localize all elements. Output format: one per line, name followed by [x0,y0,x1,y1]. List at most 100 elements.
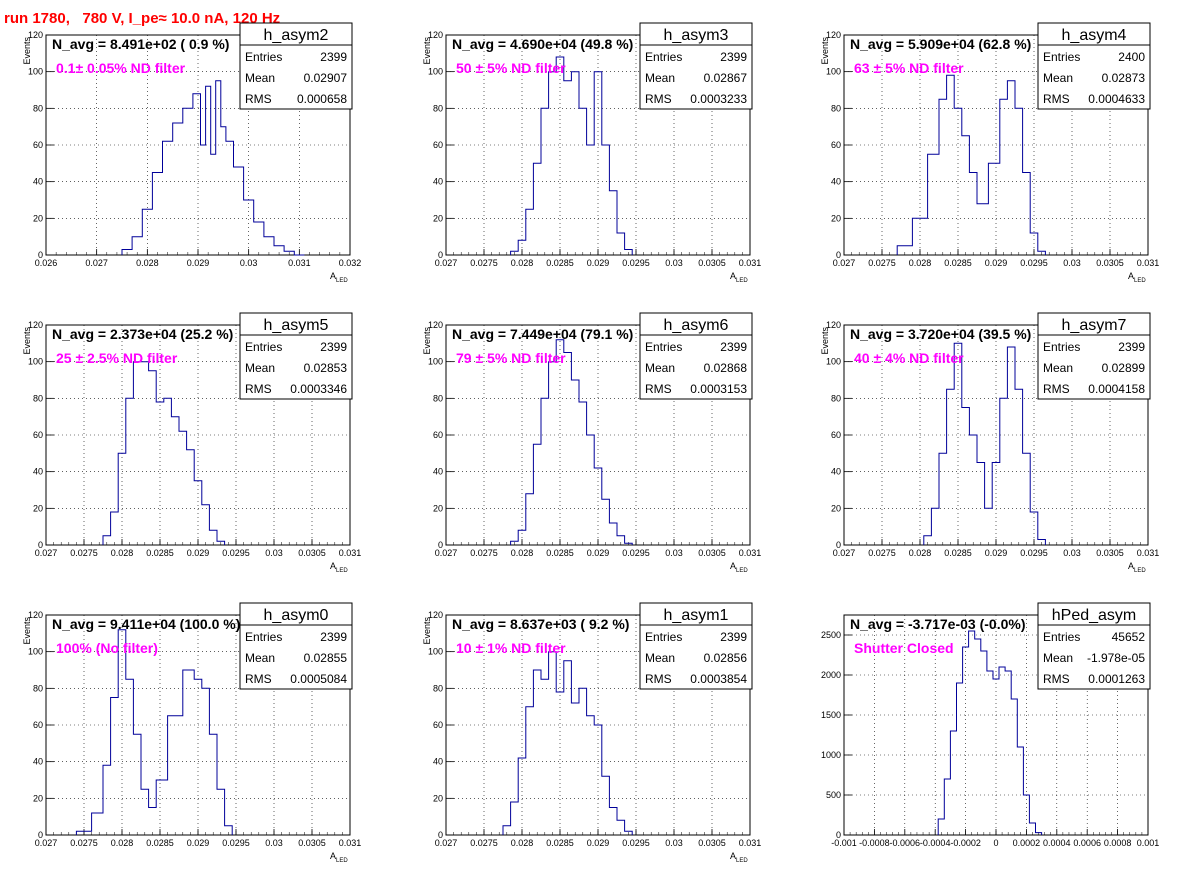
stats-value: 0.0001263 [1088,672,1145,686]
y-tick-label: 1500 [821,710,841,720]
histogram-line [121,80,305,256]
y-tick-label: 20 [831,213,841,223]
x-tick-label: 0.0275 [470,548,498,558]
histogram-panel-h_asym6: 0.027 0.0275 0.028 0.0285 0.029 0.0295 0.03 0.0… [422,312,762,574]
x-axis-label: ALED [330,561,348,574]
x-tick-label: 0.027 [833,258,856,268]
y-tick-label: 60 [831,430,841,440]
x-tick-label: 0.0006 [1073,838,1101,848]
y-tick-label: 0 [836,540,841,550]
y-tick-label: 120 [28,610,43,620]
x-axis-label: ALED [730,851,748,864]
filter-label: 0.1± 0.05% ND filter [56,60,186,76]
y-tick-label: 60 [831,140,841,150]
y-tick-label: 120 [428,610,443,620]
x-tick-label: 0.031 [288,258,311,268]
x-tick-label: 0.0285 [546,548,574,558]
stats-label: RMS [1043,92,1070,106]
filter-label: 10 ± 1% ND filter [456,640,566,656]
x-tick-label: 0.031 [739,548,762,558]
x-axis-label-subscript: LED [1134,278,1146,284]
x-tick-label: 0.03 [265,838,283,848]
y-tick-label: 120 [428,320,443,330]
x-axis-label-subscript: LED [336,858,348,864]
x-tick-label: 0.027 [435,548,458,558]
x-tick-label: 0.0275 [470,838,498,848]
stats-hist-name: h_asym1 [664,607,729,624]
y-tick-label: 0 [836,250,841,260]
y-tick-label: 80 [831,103,841,113]
x-tick-label: 0.03 [265,548,283,558]
x-tick-label: 0.0295 [1020,548,1048,558]
stats-label: Entries [1043,50,1080,64]
x-axis-label-subscript: LED [736,858,748,864]
y-tick-label: 40 [433,177,443,187]
x-tick-label: 0 [993,838,998,848]
stats-value: 0.0003854 [690,672,747,686]
stats-label: Entries [1043,340,1080,354]
y-tick-label: 80 [33,103,43,113]
stats-value: 0.02855 [304,651,348,665]
stats-box [639,334,753,400]
stats-value: 0.0003233 [690,92,747,106]
x-tick-label: 0.029 [587,838,610,848]
y-tick-label: 100 [428,647,443,657]
histogram-panel-h_asym1: 0.027 0.0275 0.028 0.0285 0.029 0.0295 0.03 0.0… [422,602,762,864]
stats-value: 2399 [720,50,747,64]
x-tick-label: 0.0305 [1096,258,1124,268]
navg-label: N_avg = 2.373e+04 (25.2 %) [52,326,233,342]
x-tick-label: 0.031 [339,548,362,558]
y-tick-label: 120 [826,30,841,40]
x-tick-label: 0.028 [511,548,534,558]
x-tick-label: -0.001 [831,838,857,848]
stats-label: Mean [1043,71,1073,85]
x-tick-label: 0.0285 [146,838,174,848]
y-tick-label: 80 [433,103,443,113]
x-tick-label: 0.027 [35,548,58,558]
stats-box [1037,624,1151,690]
x-tick-label: 0.029 [187,838,210,848]
stats-label: Entries [645,50,682,64]
x-tick-label: 0.029 [985,548,1008,558]
stats-value: 0.0004158 [1088,382,1145,396]
y-tick-label: 20 [33,503,43,513]
histogram-panel-h_asym3: 0.027 0.0275 0.028 0.0285 0.029 0.0295 0.03 0.0… [422,22,761,284]
y-tick-label: 40 [33,757,43,767]
x-tick-label: 0.0002 [1013,838,1041,848]
stats-label: Entries [645,340,682,354]
stats-label: RMS [645,92,672,106]
x-tick-label: 0.031 [739,838,762,848]
x-tick-label: 0.0295 [622,548,650,558]
stats-box [639,624,753,690]
stats-value: 45652 [1112,630,1146,644]
stats-value: 2400 [1118,50,1145,64]
x-tick-label: 0.0275 [470,258,498,268]
y-axis-label: Events [820,327,830,355]
y-tick-label: 60 [33,140,43,150]
x-tick-label: 0.0305 [698,548,726,558]
stats-hist-name: hPed_asym [1052,607,1137,624]
x-tick-label: 0.031 [1137,548,1160,558]
x-tick-label: 0.03 [665,838,683,848]
x-tick-label: 0.027 [833,548,856,558]
stats-box [239,624,353,690]
x-tick-label: 0.0285 [944,548,972,558]
stats-label: Mean [245,651,275,665]
stats-value: 2399 [320,340,347,354]
x-tick-label: 0.028 [909,548,932,558]
stats-label: RMS [1043,382,1070,396]
y-tick-label: 1000 [821,750,841,760]
x-tick-label: 0.0295 [622,838,650,848]
x-tick-label: 0.0008 [1104,838,1132,848]
stats-hist-name: h_asym3 [664,27,729,44]
y-tick-label: 20 [33,793,43,803]
stats-label: Mean [645,651,675,665]
y-tick-label: 20 [433,793,443,803]
x-axis-label: ALED [330,271,348,284]
y-tick-label: 80 [433,393,443,403]
filter-label: 25 ± 2.5% ND filter [56,350,178,366]
stats-label: Mean [1043,361,1073,375]
stats-label: RMS [245,672,272,686]
navg-label: N_avg = 5.909e+04 (62.8 %) [850,36,1031,52]
